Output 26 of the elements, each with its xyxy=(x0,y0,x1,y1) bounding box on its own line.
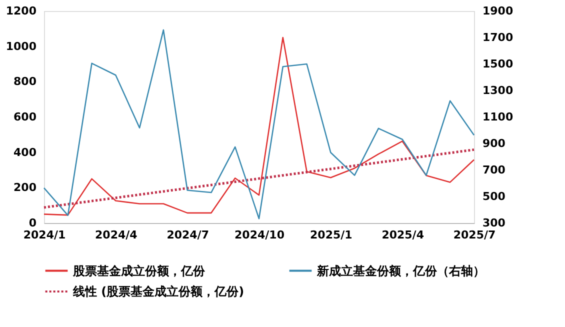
y-tick-label: 800 xyxy=(14,75,37,88)
y2-tick-label: 1900 xyxy=(482,4,514,18)
y2-tick-label: 1700 xyxy=(482,31,514,44)
legend-label: 股票基金成立份额，亿份 xyxy=(72,264,206,278)
y2-tick-label: 500 xyxy=(482,190,506,203)
y-tick-label: 600 xyxy=(14,110,37,124)
legend-label: 新成立基金份额，亿份（右轴） xyxy=(316,264,485,278)
y2-tick-label: 1500 xyxy=(482,58,514,70)
x-tick-label: 2025/4 xyxy=(382,228,424,242)
y2-tick-label: 300 xyxy=(482,216,506,230)
y-tick-label: 0 xyxy=(28,216,37,230)
y-tick-label: 1200 xyxy=(6,4,37,18)
y-tick-label: 400 xyxy=(14,146,37,159)
y2-tick-label: 1100 xyxy=(482,110,514,124)
y-tick-label: 1000 xyxy=(6,40,37,53)
x-tick-label: 2024/4 xyxy=(95,228,138,242)
x-tick-label: 2025/7 xyxy=(453,228,496,242)
y2-tick-label: 700 xyxy=(482,164,506,176)
x-tick-label: 2024/1 xyxy=(23,228,66,242)
x-tick-label: 2025/1 xyxy=(310,228,352,242)
y-tick-label: 200 xyxy=(14,181,37,194)
x-tick-label: 2024/7 xyxy=(166,228,209,242)
legend-label: 线性 (股票基金成立份额，亿份) xyxy=(72,284,244,298)
x-tick-label: 2024/10 xyxy=(234,228,285,242)
y2-tick-label: 1300 xyxy=(482,84,514,97)
y2-tick-label: 900 xyxy=(482,137,506,150)
